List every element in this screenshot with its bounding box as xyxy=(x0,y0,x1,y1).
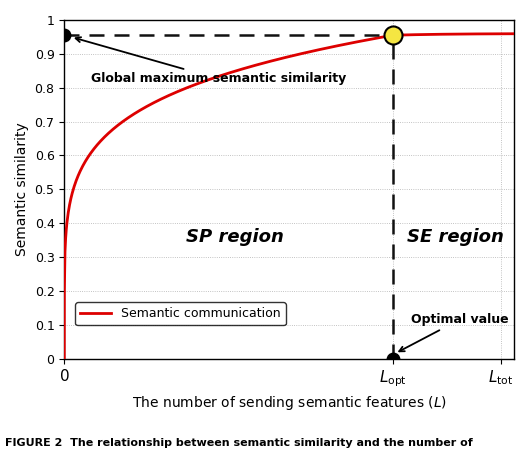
Semantic communication xyxy=(417,32,423,37)
Semantic communication xyxy=(61,356,68,361)
Text: SP region: SP region xyxy=(186,228,284,246)
Semantic communication xyxy=(190,83,196,88)
Semantic communication xyxy=(362,37,369,43)
Semantic communication xyxy=(173,90,179,95)
Semantic communication xyxy=(469,31,475,36)
Text: FIGURE 2  The relationship between semantic similarity and the number of: FIGURE 2 The relationship between semant… xyxy=(5,438,473,448)
Text: Optimal value: Optimal value xyxy=(399,313,509,351)
Semantic communication xyxy=(511,31,518,36)
Semantic communication xyxy=(206,77,212,82)
Y-axis label: Semantic similarity: Semantic similarity xyxy=(15,122,29,256)
Text: Global maximum semantic similarity: Global maximum semantic similarity xyxy=(76,37,346,86)
X-axis label: The number of sending semantic features ($L$): The number of sending semantic features … xyxy=(132,395,447,413)
Line: Semantic communication: Semantic communication xyxy=(64,34,514,359)
Legend: Semantic communication: Semantic communication xyxy=(75,302,286,325)
Text: SE region: SE region xyxy=(408,228,504,246)
